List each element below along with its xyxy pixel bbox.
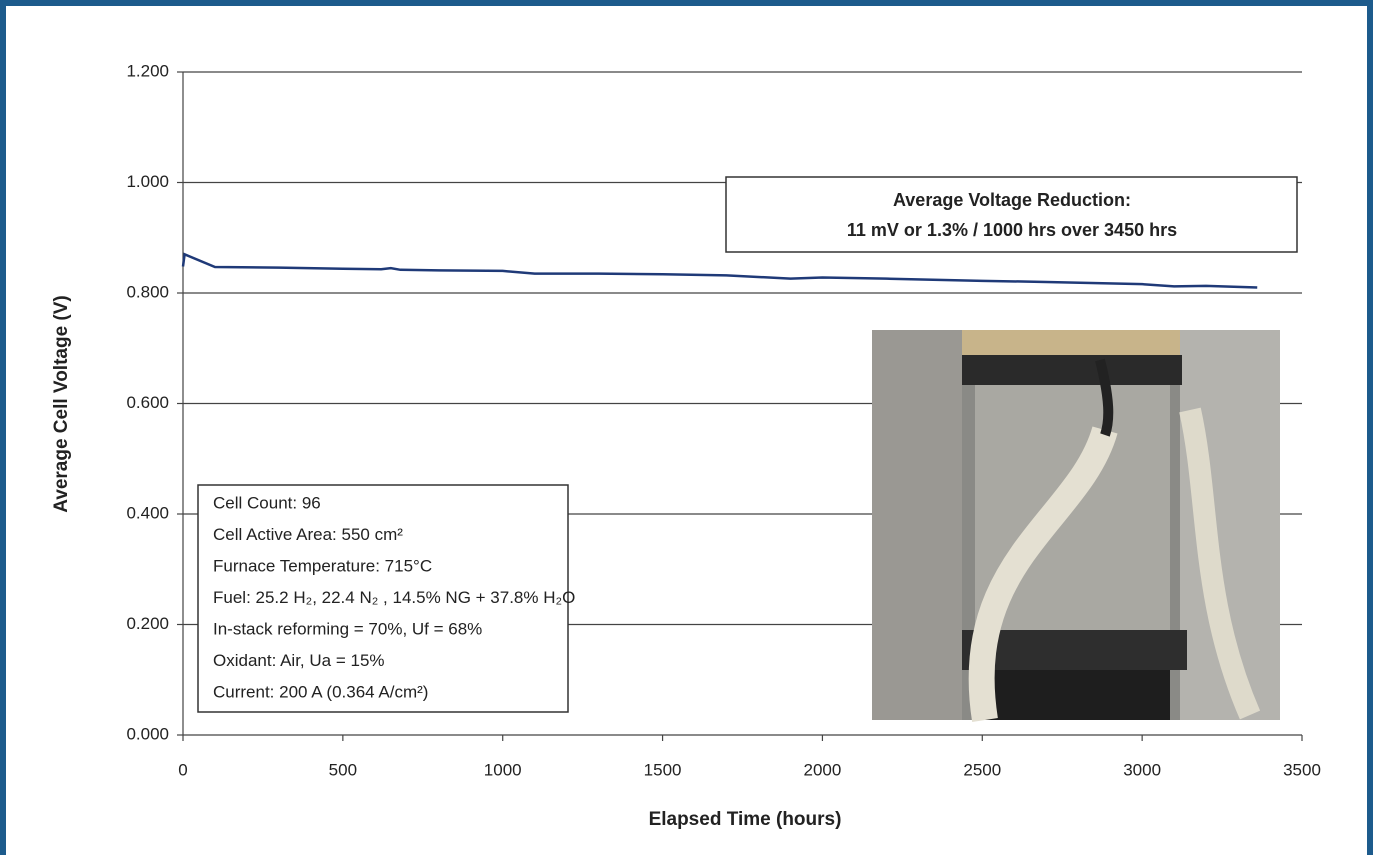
- annotation-box: [725, 176, 1298, 253]
- conditions-box: [197, 484, 569, 713]
- y-tick-label: 1.000: [126, 172, 169, 191]
- condition-line: Cell Count: 96: [213, 493, 321, 512]
- condition-line: Current: 200 A (0.364 A/cm²): [213, 682, 428, 701]
- y-tick-label: 0.000: [126, 724, 169, 743]
- stack-photo: [872, 330, 1280, 722]
- data-line: [181, 252, 1258, 289]
- condition-line: In-stack reforming = 70%, Uf = 68%: [213, 619, 482, 638]
- y-tick-label: 1.200: [126, 61, 169, 80]
- condition-line: Oxidant: Air, Ua = 15%: [213, 651, 385, 670]
- x-tick-label: 1000: [484, 760, 522, 779]
- condition-line: Furnace Temperature: 715°C: [213, 556, 432, 575]
- x-tick-label: 3500: [1283, 760, 1321, 779]
- x-tick-label: 3000: [1123, 760, 1161, 779]
- x-tick-label: 1500: [644, 760, 682, 779]
- y-axis-title: Average Cell Voltage (V): [51, 295, 72, 513]
- y-tick-label: 0.800: [126, 282, 169, 301]
- y-tick-label: 0.600: [126, 393, 169, 412]
- condition-line: Cell Active Area: 550 cm²: [213, 525, 403, 544]
- x-tick-label: 2000: [804, 760, 842, 779]
- x-tick-label: 0: [178, 760, 187, 779]
- annotation: Average Voltage Reduction:: [893, 190, 1131, 210]
- annotation: 11 mV or 1.3% / 1000 hrs over 3450 hrs: [847, 220, 1177, 240]
- y-tick-label: 0.400: [126, 503, 169, 522]
- x-tick-label: 500: [329, 760, 357, 779]
- x-tick-label: 2500: [963, 760, 1001, 779]
- x-axis-title: Elapsed Time (hours): [649, 809, 842, 830]
- y-tick-label: 0.200: [126, 614, 169, 633]
- condition-line: Fuel: 25.2 H₂, 22.4 N₂ , 14.5% NG + 37.8…: [213, 588, 575, 607]
